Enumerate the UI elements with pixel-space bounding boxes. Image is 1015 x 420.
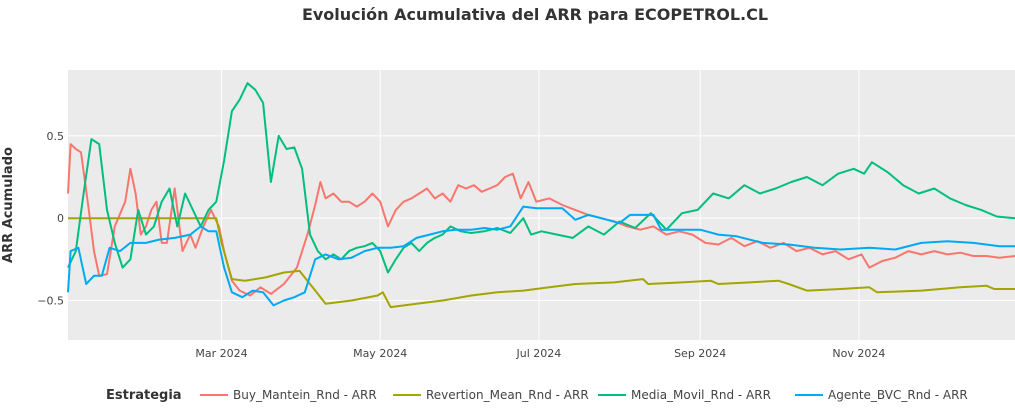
grid-lines	[68, 70, 1015, 340]
series-line-buy-mantein-rnd-arr	[67, 143, 1015, 297]
legend: Estrategia Buy_Mantein_Rnd - ARR Revertio…	[106, 388, 968, 403]
series-line-agente-bvc-rnd-arr	[67, 205, 1015, 307]
legend-item-agente-bvc-rnd-arr[interactable]: Agente_BVC_Rnd - ARR	[795, 388, 968, 402]
x-axis: Mar 2024 May 2024 Jul 2024 Sep 2024 Nov 2024	[195, 347, 885, 360]
y-tick-label: 0.5	[47, 130, 65, 143]
legend-label: Revertion_Mean_Rnd - ARR	[426, 388, 589, 402]
legend-label: Buy_Mantein_Rnd - ARR	[233, 388, 377, 402]
x-tick-label: Jul 2024	[516, 347, 562, 360]
plot-area	[68, 70, 1015, 340]
series-line-revertion-mean-rnd-arr	[68, 217, 1015, 309]
legend-label: Agente_BVC_Rnd - ARR	[828, 388, 968, 402]
legend-item-revertion-mean-rnd-arr[interactable]: Revertion_Mean_Rnd - ARR	[393, 388, 589, 402]
x-tick-label: Mar 2024	[195, 347, 247, 360]
y-axis-label: ARR Acumulado	[1, 147, 16, 263]
y-tick-label: −0.5	[37, 294, 64, 307]
x-tick-label: Sep 2024	[674, 347, 726, 360]
y-tick-label: 0	[57, 212, 64, 225]
series-lines	[67, 82, 1015, 309]
x-tick-label: May 2024	[353, 347, 407, 360]
legend-label: Media_Movil_Rnd - ARR	[631, 388, 771, 402]
legend-item-buy-mantein-rnd-arr[interactable]: Buy_Mantein_Rnd - ARR	[200, 388, 377, 402]
chart-title: Evolución Acumulativa del ARR para ECOPE…	[302, 5, 768, 24]
y-axis: 0.5 0 −0.5	[37, 130, 64, 308]
series-line-media-movil-rnd-arr	[67, 82, 1015, 274]
legend-title: Estrategia	[106, 388, 182, 403]
x-tick-label: Nov 2024	[832, 347, 885, 360]
legend-item-media-movil-rnd-arr[interactable]: Media_Movil_Rnd - ARR	[598, 388, 771, 402]
